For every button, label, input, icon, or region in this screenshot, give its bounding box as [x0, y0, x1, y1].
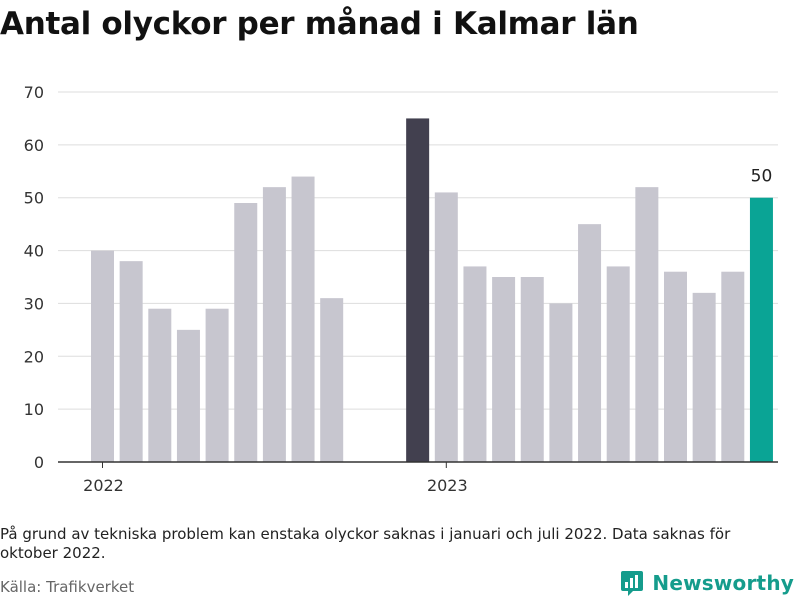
brand-logo[interactable]: Newsworthy	[620, 569, 794, 597]
bar	[91, 250, 114, 462]
y-tick-label: 20	[24, 347, 44, 366]
bar-chart: 0 10 20 30 40 50 60 70 50 2022 2023	[24, 83, 778, 495]
y-tick-label: 10	[24, 400, 44, 419]
source-credit: Källa: Trafikverket	[0, 578, 135, 596]
y-tick-label: 30	[24, 294, 44, 313]
bar	[205, 308, 229, 462]
chart-title: Antal olyckor per månad i Kalmar län	[0, 6, 639, 42]
x-tick-label: 2022	[83, 476, 124, 495]
bar	[606, 266, 630, 462]
bar	[549, 303, 573, 462]
bar	[749, 197, 773, 462]
bar	[119, 261, 143, 462]
data-labels: 50	[751, 167, 773, 187]
bar	[176, 329, 200, 462]
y-tick-label: 60	[24, 136, 44, 155]
bar	[234, 203, 258, 462]
x-tick-label: 2023	[427, 476, 468, 495]
bar	[520, 277, 544, 462]
x-tick-labels: 2022 2023	[83, 462, 468, 495]
bar	[434, 192, 458, 462]
bar	[148, 308, 172, 462]
bar	[721, 271, 745, 462]
bar	[320, 298, 344, 462]
y-tick-label: 40	[24, 242, 44, 261]
bar	[463, 266, 487, 462]
data-label: 50	[751, 167, 773, 187]
bar	[664, 271, 687, 462]
bar	[692, 292, 716, 462]
bar	[492, 277, 516, 462]
footnote: På grund av tekniska problem kan enstaka…	[0, 525, 731, 562]
y-tick-label: 50	[24, 189, 44, 208]
bars	[91, 118, 773, 463]
bar	[262, 187, 286, 462]
bar	[578, 224, 602, 462]
bar	[406, 118, 430, 462]
bar	[291, 176, 315, 463]
y-tick-label: 0	[34, 453, 44, 472]
y-tick-labels: 0 10 20 30 40 50 60 70	[24, 83, 44, 472]
y-tick-label: 70	[24, 83, 44, 102]
brand-name: Newsworthy	[652, 571, 794, 595]
bar	[635, 187, 659, 462]
newsworthy-logo-icon	[621, 571, 644, 596]
